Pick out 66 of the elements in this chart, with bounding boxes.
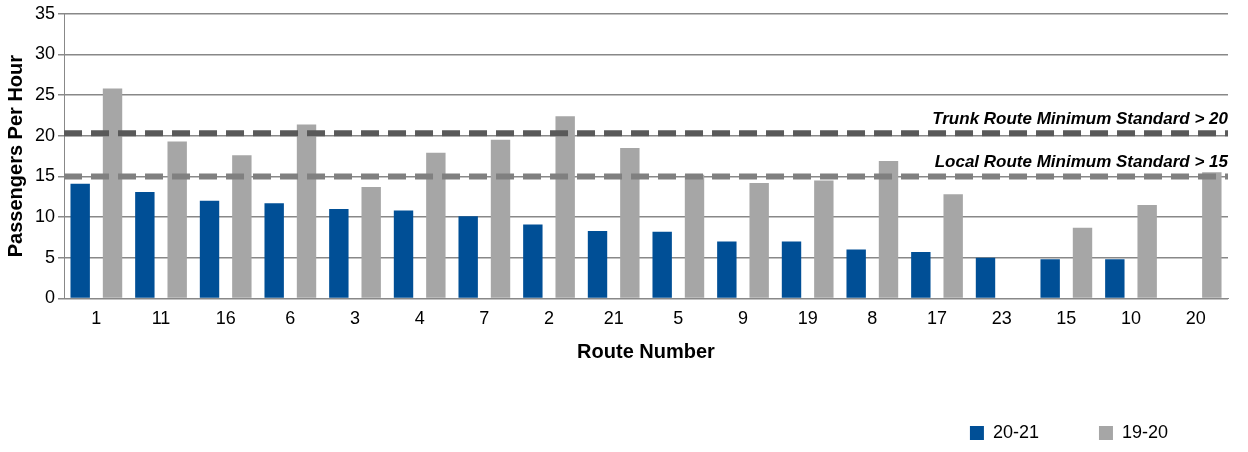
bar	[1202, 172, 1222, 298]
x-tick-label: 7	[479, 308, 490, 329]
x-tick-label: 15	[1056, 308, 1077, 329]
bar	[490, 139, 511, 298]
bar	[426, 152, 446, 298]
x-tick-label: 3	[350, 308, 361, 329]
x-tick-label: 8	[867, 308, 878, 329]
bar	[458, 216, 478, 298]
y-tick-label: 35	[34, 2, 56, 23]
x-tick-label: 20	[1185, 308, 1206, 329]
x-tick-label: 19	[797, 308, 818, 329]
bar	[684, 174, 705, 298]
bar	[199, 200, 220, 298]
bar	[781, 241, 802, 298]
bar	[749, 182, 769, 298]
x-tick-label: 16	[215, 308, 236, 329]
x-tick-label: 1	[91, 308, 102, 329]
bar	[296, 124, 317, 298]
bar	[587, 230, 608, 298]
y-axis-title: Passengers Per Hour	[3, 54, 26, 258]
bar	[1040, 259, 1060, 298]
bar	[523, 224, 543, 298]
bar	[911, 252, 931, 298]
x-tick-label: 17	[926, 308, 948, 329]
ref-line-label: Local Route Minimum Standard > 15	[934, 151, 1229, 171]
x-tick-label: 10	[1120, 308, 1142, 329]
x-tick-label: 23	[991, 308, 1012, 329]
bar	[361, 187, 381, 298]
bar	[1105, 259, 1125, 298]
y-tick-label: 0	[45, 287, 56, 308]
y-tick-label: 5	[45, 246, 56, 267]
ref-line-label: Trunk Route Minimum Standard > 20	[932, 108, 1229, 128]
bar	[975, 257, 996, 298]
bar	[264, 203, 284, 298]
x-tick-label: 2	[544, 308, 555, 329]
bar	[846, 249, 866, 298]
y-tick-label: 10	[34, 206, 56, 227]
bar	[620, 147, 640, 298]
bar	[878, 160, 899, 298]
x-tick-label: 21	[603, 308, 624, 329]
bar	[943, 194, 963, 298]
bar	[1137, 204, 1157, 298]
bar	[555, 116, 575, 298]
bar	[232, 155, 252, 298]
bar	[70, 183, 90, 298]
bar	[135, 191, 155, 298]
y-tick-label: 25	[34, 84, 56, 105]
bar	[717, 241, 737, 298]
x-tick-label: 5	[673, 308, 684, 329]
y-tick-label: 20	[34, 124, 56, 145]
x-tick-label: 9	[738, 308, 749, 329]
bar	[329, 208, 349, 298]
x-axis-title: Route Number	[577, 339, 716, 362]
bar	[167, 141, 187, 298]
bar	[102, 88, 123, 298]
legend-label: 20-21	[992, 421, 1039, 442]
bar	[393, 210, 414, 298]
x-tick-label: 6	[285, 308, 296, 329]
bar	[1072, 227, 1093, 298]
bar	[652, 231, 672, 298]
y-tick-label: 30	[34, 43, 56, 64]
y-tick-label: 15	[34, 165, 56, 186]
x-tick-label: 4	[414, 308, 425, 329]
bar	[814, 180, 834, 298]
x-tick-label: 11	[151, 308, 171, 329]
legend-label: 19-20	[1121, 421, 1169, 442]
